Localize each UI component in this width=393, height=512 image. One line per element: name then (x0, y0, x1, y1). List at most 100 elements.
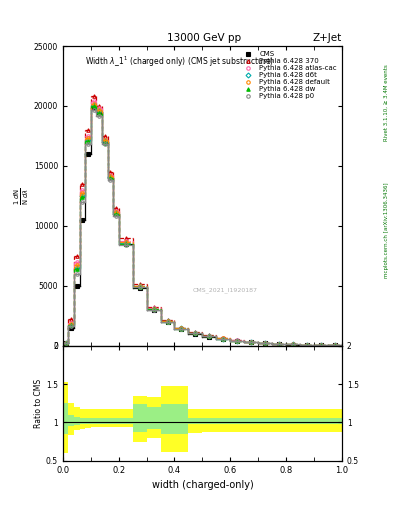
Pythia 6.428 atlas-cac (69, 320, 73, 326)
Pythia 6.428 d6t (80, 193, 85, 199)
Pythia 6.428 atlas-cac (63, 340, 68, 346)
Pythia 6.428 d6t (207, 333, 212, 339)
Pythia 6.428 370 (332, 342, 337, 348)
CMS (179, 326, 184, 332)
Pythia 6.428 370 (80, 181, 85, 187)
Pythia 6.428 default (235, 337, 240, 344)
Pythia 6.428 p0 (69, 324, 73, 330)
Pythia 6.428 p0 (63, 340, 68, 347)
Pythia 6.428 p0 (207, 333, 212, 339)
Pythia 6.428 dw (277, 341, 281, 347)
CMS (91, 105, 96, 112)
Pythia 6.428 p0 (123, 242, 128, 248)
CMS (263, 340, 268, 347)
Pythia 6.428 p0 (103, 141, 107, 147)
CMS (235, 338, 240, 344)
Text: Rivet 3.1.10, ≥ 3.4M events: Rivet 3.1.10, ≥ 3.4M events (384, 64, 389, 141)
Pythia 6.428 default (332, 342, 337, 348)
Pythia 6.428 default (305, 342, 309, 348)
CMS (221, 336, 226, 342)
Pythia 6.428 d6t (263, 340, 268, 346)
Pythia 6.428 p0 (97, 113, 101, 119)
Pythia 6.428 370 (75, 253, 79, 259)
Pythia 6.428 dw (91, 103, 96, 109)
Pythia 6.428 d6t (86, 137, 90, 143)
Pythia 6.428 default (91, 100, 96, 106)
Line: Pythia 6.428 atlas-cac: Pythia 6.428 atlas-cac (64, 99, 337, 347)
Pythia 6.428 p0 (332, 342, 337, 348)
Y-axis label: $\frac{1}{\mathrm{N}}\frac{d\mathrm{N}}{d\lambda}$: $\frac{1}{\mathrm{N}}\frac{d\mathrm{N}}{… (13, 187, 31, 205)
Pythia 6.428 default (114, 209, 118, 215)
Pythia 6.428 default (86, 135, 90, 141)
Pythia 6.428 d6t (305, 342, 309, 348)
CMS (165, 318, 170, 325)
Pythia 6.428 atlas-cac (291, 342, 296, 348)
Pythia 6.428 atlas-cac (91, 98, 96, 104)
Pythia 6.428 p0 (249, 339, 253, 345)
CMS (103, 139, 107, 145)
Pythia 6.428 p0 (263, 340, 268, 346)
Pythia 6.428 default (207, 333, 212, 339)
Pythia 6.428 dw (332, 342, 337, 348)
Pythia 6.428 370 (193, 329, 198, 335)
Pythia 6.428 370 (151, 304, 156, 310)
Pythia 6.428 atlas-cac (123, 238, 128, 244)
Pythia 6.428 default (108, 173, 113, 179)
Pythia 6.428 default (103, 137, 107, 143)
Pythia 6.428 370 (63, 339, 68, 346)
Pythia 6.428 370 (86, 127, 90, 133)
Pythia 6.428 dw (193, 330, 198, 336)
Pythia 6.428 default (179, 325, 184, 331)
Pythia 6.428 p0 (319, 342, 323, 348)
Pythia 6.428 d6t (235, 337, 240, 344)
CMS (75, 283, 79, 289)
X-axis label: width (charged-only): width (charged-only) (152, 480, 253, 490)
Pythia 6.428 default (319, 342, 323, 348)
Pythia 6.428 default (75, 262, 79, 268)
Pythia 6.428 d6t (221, 335, 226, 342)
Pythia 6.428 370 (179, 325, 184, 331)
Line: Pythia 6.428 p0: Pythia 6.428 p0 (64, 108, 337, 347)
Pythia 6.428 d6t (151, 306, 156, 312)
Line: Pythia 6.428 dw: Pythia 6.428 dw (64, 104, 337, 347)
Text: Width $\lambda\_1^1$ (charged only) (CMS jet substructure): Width $\lambda\_1^1$ (charged only) (CMS… (85, 55, 275, 70)
Pythia 6.428 default (97, 106, 101, 113)
Pythia 6.428 dw (123, 241, 128, 247)
CMS (108, 175, 113, 181)
Pythia 6.428 default (69, 321, 73, 327)
Pythia 6.428 370 (69, 316, 73, 323)
Pythia 6.428 dw (151, 306, 156, 312)
Pythia 6.428 p0 (75, 271, 79, 277)
Pythia 6.428 370 (207, 332, 212, 338)
Pythia 6.428 d6t (103, 138, 107, 144)
Pythia 6.428 atlas-cac (207, 333, 212, 339)
CMS (80, 217, 85, 223)
Pythia 6.428 p0 (151, 307, 156, 313)
Pythia 6.428 atlas-cac (97, 105, 101, 112)
Text: Z+Jet: Z+Jet (313, 33, 342, 44)
CMS (137, 285, 142, 291)
CMS (207, 333, 212, 339)
Pythia 6.428 atlas-cac (103, 137, 107, 143)
Y-axis label: Ratio to CMS: Ratio to CMS (34, 379, 43, 428)
Pythia 6.428 dw (137, 284, 142, 290)
Pythia 6.428 dw (179, 326, 184, 332)
Pythia 6.428 default (193, 330, 198, 336)
Pythia 6.428 p0 (91, 106, 96, 113)
Pythia 6.428 d6t (108, 174, 113, 180)
Pythia 6.428 d6t (63, 340, 68, 346)
Pythia 6.428 p0 (165, 319, 170, 325)
Pythia 6.428 atlas-cac (114, 208, 118, 215)
Pythia 6.428 dw (249, 339, 253, 345)
CMS (332, 343, 337, 349)
Pythia 6.428 atlas-cac (263, 340, 268, 346)
Pythia 6.428 atlas-cac (193, 330, 198, 336)
Pythia 6.428 default (291, 342, 296, 348)
Pythia 6.428 370 (97, 103, 101, 109)
Pythia 6.428 d6t (179, 325, 184, 331)
Pythia 6.428 p0 (291, 342, 296, 348)
Pythia 6.428 370 (165, 317, 170, 324)
Pythia 6.428 d6t (249, 339, 253, 345)
Pythia 6.428 default (221, 335, 226, 342)
Pythia 6.428 p0 (80, 199, 85, 205)
